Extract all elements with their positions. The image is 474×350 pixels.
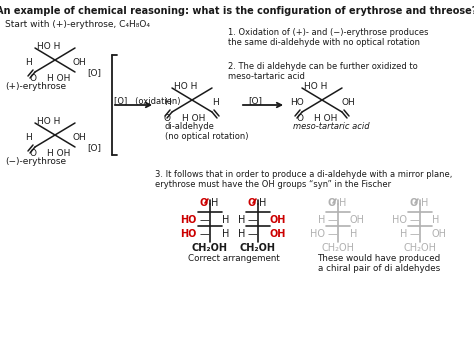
Text: —: — [328,229,338,239]
Text: H OH: H OH [314,114,337,123]
Text: HO: HO [290,98,304,107]
Text: —: — [410,215,420,225]
Text: —: — [410,229,420,239]
Text: —: — [328,215,338,225]
Text: O: O [328,198,336,208]
Text: H: H [339,198,346,208]
Text: These would have produced
a chiral pair of di aldehydes: These would have produced a chiral pair … [318,254,441,273]
Text: H: H [164,98,171,107]
Text: An example of chemical reasoning: what is the configuration of erythrose and thr: An example of chemical reasoning: what i… [0,6,474,16]
Text: O: O [410,198,418,208]
Text: H: H [237,229,245,239]
Text: HO: HO [310,229,325,239]
Text: HO H: HO H [37,42,60,51]
Text: H OH: H OH [182,114,205,123]
Text: H: H [400,229,407,239]
Text: 3. It follows that in order to produce a di-aldehyde with a mirror plane,
erythr: 3. It follows that in order to produce a… [155,170,452,189]
Text: H: H [25,133,32,142]
Text: H: H [421,198,428,208]
Text: O: O [297,114,304,123]
Text: HO H: HO H [304,82,328,91]
Text: O: O [30,74,37,83]
Text: H: H [318,215,325,225]
Text: HO H: HO H [174,82,197,91]
Text: [O]   (oxidation): [O] (oxidation) [114,97,181,106]
Text: (−)-erythrose: (−)-erythrose [5,157,66,166]
Text: H: H [237,215,245,225]
Text: O: O [248,198,256,208]
Text: CH₂OH: CH₂OH [240,243,276,253]
Text: CH₂OH: CH₂OH [403,243,437,253]
Text: O: O [30,149,37,158]
Text: [O]: [O] [248,96,262,105]
Text: H OH: H OH [47,149,70,158]
Text: OH: OH [270,215,286,225]
Text: OH: OH [432,229,447,239]
Text: 2. The di aldehyde can be further oxidized to
meso-tartaric acid: 2. The di aldehyde can be further oxidiz… [228,62,418,82]
Text: [O]: [O] [87,68,101,77]
Text: 1. Oxidation of (+)- and (−)-erythrose produces
the same di-aldehyde with no opt: 1. Oxidation of (+)- and (−)-erythrose p… [228,28,428,47]
Text: H: H [222,215,229,225]
Text: H OH: H OH [47,74,70,83]
Text: Start with (+)-erythrose, C₄H₈O₄: Start with (+)-erythrose, C₄H₈O₄ [5,20,150,29]
Text: —: — [248,229,258,239]
Text: HO: HO [181,229,197,239]
Text: H: H [432,215,439,225]
Text: OH: OH [73,58,87,67]
Text: CH₂OH: CH₂OH [321,243,355,253]
Text: —: — [248,215,258,225]
Text: CH₂OH: CH₂OH [192,243,228,253]
Text: —: — [200,229,210,239]
Text: H: H [259,198,266,208]
Text: di-aldehyde
(no optical rotation): di-aldehyde (no optical rotation) [165,122,248,141]
Text: [O]: [O] [87,143,101,152]
Text: H: H [212,98,219,107]
Text: HO: HO [181,215,197,225]
Text: meso-tartaric acid: meso-tartaric acid [293,122,370,131]
Text: HO H: HO H [37,117,60,126]
Text: O: O [200,198,208,208]
Text: OH: OH [270,229,286,239]
Text: O: O [164,114,171,123]
Text: OH: OH [350,215,365,225]
Text: H: H [222,229,229,239]
Text: H: H [25,58,32,67]
Text: H: H [350,229,357,239]
Text: Correct arrangement: Correct arrangement [188,254,280,263]
Text: HO: HO [392,215,407,225]
Text: OH: OH [342,98,356,107]
Text: H: H [211,198,219,208]
Text: (+)-erythrose: (+)-erythrose [5,82,66,91]
Text: OH: OH [73,133,87,142]
Text: —: — [200,215,210,225]
